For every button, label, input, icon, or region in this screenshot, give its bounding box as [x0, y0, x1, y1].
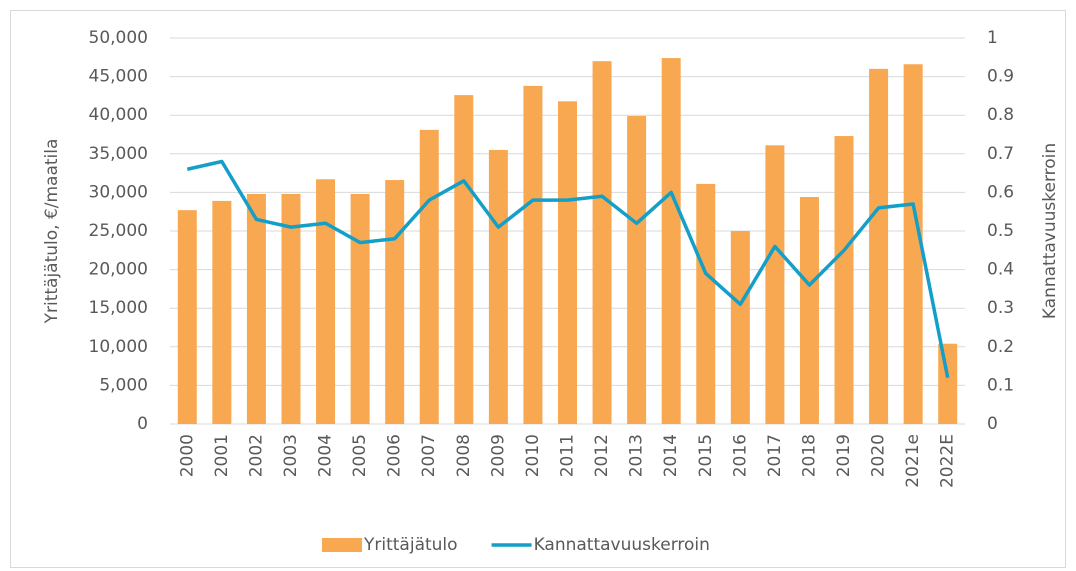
x-tick-label: 2009 — [488, 434, 508, 477]
x-tick-label: 2022E — [938, 434, 958, 488]
y-tick-label: 50,000 — [89, 28, 148, 48]
x-tick-label: 2001 — [212, 434, 232, 477]
y2-tick-label: 0.3 — [987, 298, 1014, 318]
y2-tick-label: 0 — [987, 414, 998, 434]
y-tick-label: 35,000 — [89, 144, 148, 164]
y-tick-label: 10,000 — [89, 337, 148, 357]
y2-tick-label: 0.6 — [987, 182, 1014, 202]
x-tick-label: 2014 — [661, 434, 681, 477]
bar — [212, 200, 232, 424]
bar — [385, 180, 405, 424]
x-tick-label: 2016 — [730, 434, 750, 477]
x-tick-label: 2020 — [869, 434, 889, 477]
x-tick-label: 2003 — [281, 434, 301, 477]
legend-label: Kannattavuuskerroin — [534, 535, 710, 555]
y2-tick-label: 0.4 — [987, 260, 1014, 280]
bar — [627, 115, 647, 425]
y-tick-label: 15,000 — [89, 298, 148, 318]
bar — [350, 193, 370, 424]
bar — [903, 64, 923, 425]
x-tick-label: 2013 — [627, 434, 647, 477]
y2-tick-label: 0.7 — [987, 144, 1014, 164]
bar — [488, 149, 508, 424]
x-tick-label: 2005 — [350, 434, 370, 477]
y2-tick-label: 0.5 — [987, 221, 1014, 241]
x-tick-label: 2021e — [903, 434, 923, 488]
bar — [523, 85, 543, 424]
y-tick-label: 20,000 — [89, 260, 148, 280]
x-tick-label: 2006 — [385, 434, 405, 477]
y-tick-label: 40,000 — [89, 105, 148, 125]
bar — [592, 61, 612, 424]
x-tick-label: 2017 — [765, 434, 785, 477]
bar — [246, 193, 266, 424]
bar — [177, 210, 197, 424]
y-tick-label: 30,000 — [89, 182, 148, 202]
bar — [938, 343, 958, 424]
y2-tick-label: 0.2 — [987, 337, 1014, 357]
bar — [558, 101, 577, 424]
bar — [730, 231, 750, 424]
y2-axis-title: Kannattavuuskerroin — [1040, 143, 1060, 319]
x-tick-label: 2010 — [523, 434, 543, 477]
bar — [661, 58, 681, 425]
y2-tick-label: 1 — [987, 28, 998, 48]
x-tick-label: 2019 — [834, 434, 854, 477]
bar — [799, 197, 819, 424]
legend-label: Yrittäjätulo — [363, 535, 458, 555]
x-tick-label: 2015 — [696, 434, 716, 477]
bar — [834, 136, 854, 424]
legend-swatch — [322, 538, 362, 552]
y2-tick-label: 0.8 — [987, 105, 1014, 125]
bar — [316, 179, 336, 424]
bar — [765, 145, 785, 425]
y2-tick-label: 0.1 — [987, 375, 1014, 395]
y-tick-label: 25,000 — [89, 221, 148, 241]
x-tick-label: 2000 — [177, 434, 197, 477]
y-tick-label: 45,000 — [89, 67, 148, 87]
x-tick-label: 2012 — [592, 434, 612, 477]
y-axis-title: Yrittäjätulo, €/maatila — [42, 139, 62, 325]
y-tick-label: 0 — [137, 414, 148, 434]
x-tick-label: 2008 — [454, 434, 474, 477]
bar — [281, 193, 301, 424]
bar — [869, 68, 889, 424]
y-tick-label: 5,000 — [99, 375, 148, 395]
x-tick-label: 2018 — [799, 434, 819, 477]
bar — [696, 183, 716, 424]
bar — [454, 95, 474, 425]
x-tick-label: 2007 — [419, 434, 439, 477]
y2-tick-label: 0.9 — [987, 67, 1014, 87]
line — [186, 159, 950, 379]
x-tick-label: 2002 — [246, 434, 266, 477]
x-tick-label: 2011 — [558, 434, 578, 477]
bar — [419, 129, 439, 425]
x-tick-label: 2004 — [316, 434, 336, 477]
